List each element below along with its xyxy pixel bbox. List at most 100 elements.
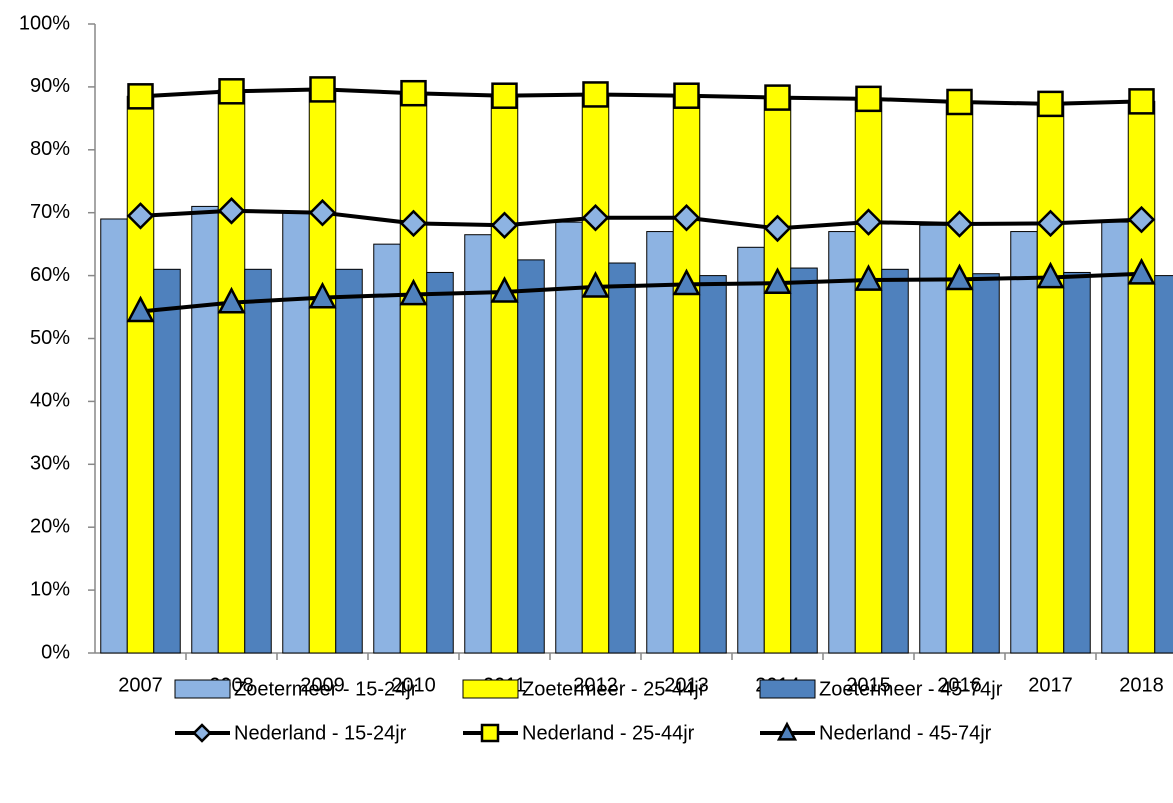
bar bbox=[881, 268, 909, 654]
bar bbox=[945, 101, 974, 654]
x-tick-label: 2015 bbox=[846, 674, 891, 696]
y-tick-label: 50% bbox=[30, 327, 70, 349]
x-tick-label: 2009 bbox=[300, 674, 345, 696]
marker bbox=[1036, 261, 1065, 289]
marker bbox=[126, 202, 155, 230]
y-tick-label: 100% bbox=[19, 12, 70, 34]
bar bbox=[972, 273, 1000, 654]
marker bbox=[1037, 90, 1064, 118]
marker bbox=[399, 278, 428, 306]
legend-label: Nederland - 45-74jr bbox=[819, 722, 992, 744]
bar bbox=[335, 268, 363, 654]
bar bbox=[828, 231, 856, 654]
marker bbox=[308, 198, 337, 227]
bar bbox=[1154, 275, 1173, 654]
bar bbox=[1127, 100, 1156, 654]
marker bbox=[945, 263, 974, 291]
bar bbox=[191, 205, 219, 654]
bar bbox=[153, 268, 181, 654]
bar bbox=[244, 268, 272, 654]
bar bbox=[308, 88, 337, 654]
marker bbox=[764, 84, 791, 111]
bar bbox=[790, 267, 818, 654]
marker bbox=[309, 76, 336, 103]
marker bbox=[763, 267, 792, 294]
y-tick-label: 80% bbox=[30, 138, 70, 160]
bar bbox=[699, 275, 727, 654]
marker bbox=[946, 88, 973, 116]
marker bbox=[127, 83, 154, 110]
bar bbox=[1036, 103, 1065, 654]
marker bbox=[490, 211, 519, 240]
y-tick-label: 0% bbox=[41, 641, 70, 663]
bar bbox=[672, 95, 701, 654]
bar bbox=[399, 92, 428, 654]
line bbox=[140, 271, 1142, 314]
bar bbox=[1010, 231, 1038, 654]
bar bbox=[426, 271, 454, 654]
y-tick-label: 20% bbox=[30, 515, 70, 537]
bar bbox=[100, 218, 128, 654]
legend-label: Zoetermeer - 25-44jr bbox=[522, 678, 706, 700]
x-tick-label: 2013 bbox=[664, 674, 709, 696]
legend-swatch bbox=[174, 679, 231, 699]
marker bbox=[126, 295, 155, 323]
x-tick-label: 2017 bbox=[1028, 674, 1073, 696]
bar bbox=[646, 231, 674, 654]
bar bbox=[1063, 271, 1091, 654]
bar bbox=[854, 98, 883, 654]
marker bbox=[1127, 257, 1156, 285]
marker bbox=[1128, 88, 1155, 115]
bar bbox=[555, 221, 583, 654]
legend-label: Nederland - 15-24jr bbox=[234, 722, 407, 744]
bar bbox=[464, 234, 492, 654]
marker bbox=[581, 203, 610, 232]
y-tick-label: 10% bbox=[30, 578, 70, 600]
marker bbox=[1036, 209, 1065, 238]
marker bbox=[581, 271, 610, 298]
marker bbox=[400, 79, 427, 107]
marker bbox=[672, 203, 701, 232]
marker bbox=[854, 264, 883, 291]
x-tick-label: 2016 bbox=[937, 674, 982, 696]
bar bbox=[581, 93, 610, 654]
y-tick-label: 90% bbox=[30, 75, 70, 97]
bar bbox=[517, 259, 545, 654]
bar bbox=[217, 89, 246, 654]
marker bbox=[399, 209, 428, 238]
bar bbox=[1101, 221, 1129, 654]
legend-label: Zoetermeer - 45-74jr bbox=[819, 678, 1003, 700]
x-tick-label: 2010 bbox=[391, 674, 436, 696]
y-tick-label: 60% bbox=[30, 264, 70, 286]
marker bbox=[217, 286, 246, 314]
marker bbox=[480, 723, 500, 743]
line bbox=[140, 87, 1142, 106]
bar bbox=[373, 243, 401, 654]
marker bbox=[582, 81, 609, 108]
bar bbox=[919, 224, 947, 654]
marker bbox=[673, 82, 700, 109]
x-tick-label: 2018 bbox=[1119, 674, 1164, 696]
y-tick-label: 30% bbox=[30, 453, 70, 475]
y-tick-label: 40% bbox=[30, 390, 70, 412]
marker bbox=[192, 723, 212, 743]
line bbox=[140, 208, 1142, 231]
bar bbox=[126, 95, 155, 654]
marker bbox=[308, 281, 337, 309]
legend-swatch bbox=[462, 679, 519, 699]
bar bbox=[490, 95, 519, 654]
legend-label: Zoetermeer - 15-24jr bbox=[234, 678, 418, 700]
marker bbox=[490, 276, 519, 303]
marker bbox=[763, 214, 792, 243]
marker bbox=[217, 197, 246, 225]
marker bbox=[776, 721, 798, 741]
marker bbox=[672, 268, 701, 296]
marker bbox=[1127, 205, 1156, 234]
marker bbox=[855, 85, 882, 113]
bar bbox=[282, 212, 310, 654]
legend-swatch bbox=[759, 679, 816, 699]
y-tick-label: 70% bbox=[30, 201, 70, 223]
bar bbox=[763, 97, 792, 654]
marker bbox=[491, 82, 518, 109]
